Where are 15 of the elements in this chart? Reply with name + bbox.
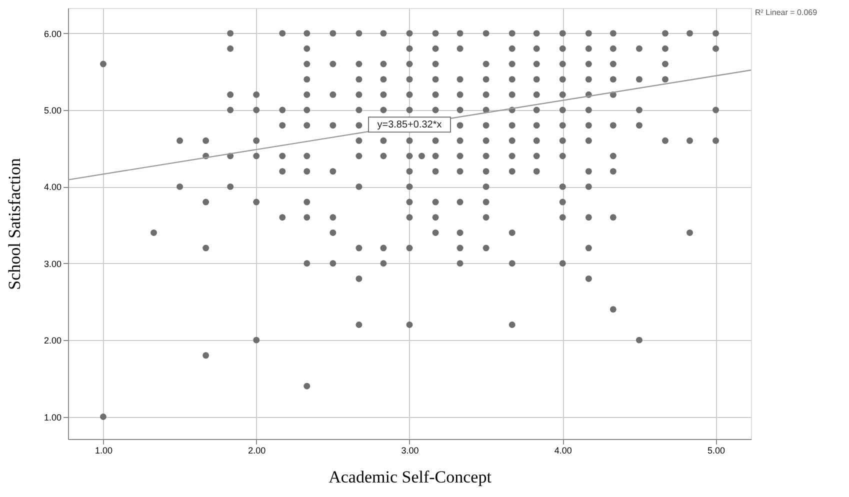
y-tick-label: 3.00: [44, 258, 62, 269]
x-tick-label: 4.00: [554, 446, 572, 456]
x-tick-label: 5.00: [708, 446, 726, 456]
y-tick-label: 1.00: [44, 412, 62, 422]
y-tick-label: 2.00: [44, 336, 62, 346]
y-axis-title: School Satisfaction: [4, 158, 24, 290]
text: R² Linear = 0.069: [755, 8, 818, 17]
y-tick-label: 5.00: [44, 106, 62, 116]
x-tick-label: 1.00: [94, 446, 112, 456]
y-tick-label: 4.00: [44, 182, 62, 192]
y-tick-label: 6.00: [44, 28, 62, 39]
x-tick-label: 3.00: [401, 446, 419, 456]
x-tick-label: 2.00: [248, 446, 266, 456]
x-axis-title: Academic Self-Concept: [328, 468, 492, 486]
annotation: y=3.85+0.32*x: [377, 120, 442, 131]
